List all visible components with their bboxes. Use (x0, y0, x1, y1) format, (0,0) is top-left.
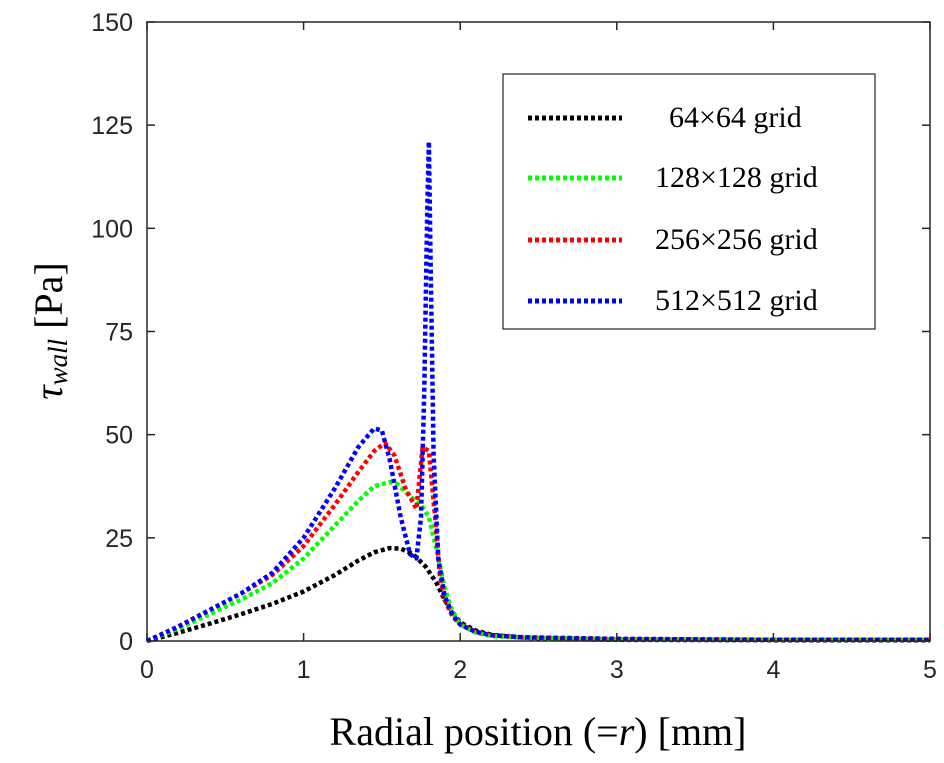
x-tick-label: 4 (766, 656, 780, 684)
x-tick-label: 3 (610, 656, 624, 684)
series-line-1 (146, 545, 930, 644)
y-tick-label: 50 (105, 422, 133, 450)
legend: 64×64 grid 128×128 grid 256×256 grid 512… (502, 73, 876, 330)
y-axis-label-part-3: [Pa] (26, 262, 71, 339)
y-tick-label: 150 (91, 9, 133, 37)
legend-label-512: 512×512 grid (655, 284, 818, 317)
y-tick-label: 0 (119, 628, 133, 656)
x-tick-label: 5 (923, 656, 937, 684)
y-tick-label: 75 (105, 319, 133, 347)
y-tick-label: 100 (91, 215, 133, 243)
y-tick-label: 25 (105, 525, 133, 553)
x-tick-label: 2 (453, 656, 467, 684)
series-line-2 (146, 479, 930, 644)
x-tick-label: 0 (140, 656, 154, 684)
legend-label-128: 128×128 grid (655, 161, 818, 194)
x-axis-label: Radial position (=r) [mm] (330, 709, 747, 754)
legend-label-64: 64×64 grid (669, 101, 802, 134)
x-axis-label-part-1: Radial position (= (330, 709, 619, 754)
y-axis-label: τwall [Pa] (26, 262, 73, 399)
legend-label-256: 256×256 grid (655, 223, 818, 256)
x-axis-label-part-2: r (619, 709, 635, 754)
series-line-4 (146, 139, 930, 644)
y-tick-label: 125 (91, 112, 133, 140)
x-tick-label: 1 (297, 656, 311, 684)
y-axis-label-part-2: wall (43, 339, 73, 386)
x-axis-label-part-3: ) [mm] (634, 709, 746, 754)
series-layer (146, 139, 930, 644)
y-axis-label-part-1: τ (26, 384, 71, 400)
